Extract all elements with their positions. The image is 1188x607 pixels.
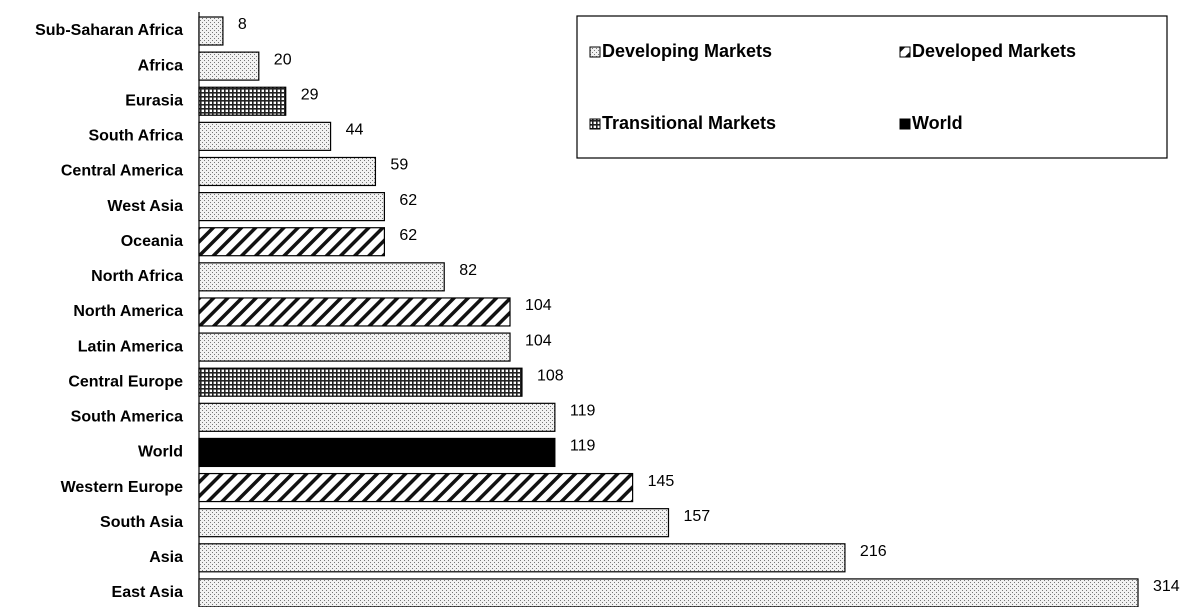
value-label: 145 bbox=[648, 473, 675, 490]
bar bbox=[198, 543, 846, 573]
value-label: 157 bbox=[684, 508, 711, 525]
legend-swatch bbox=[589, 46, 601, 58]
value-label: 119 bbox=[570, 438, 596, 455]
category-label: Latin America bbox=[78, 338, 183, 355]
category-label: West Asia bbox=[107, 198, 183, 215]
category-label: Africa bbox=[138, 57, 183, 74]
legend-swatch bbox=[899, 46, 911, 58]
category-label: South Asia bbox=[100, 514, 183, 531]
bar bbox=[198, 227, 386, 257]
bar bbox=[198, 51, 260, 81]
bar bbox=[198, 192, 386, 222]
value-label: 59 bbox=[390, 157, 408, 174]
legend-label: Developing Markets bbox=[602, 41, 772, 61]
bar bbox=[198, 402, 556, 432]
bar bbox=[198, 367, 523, 397]
value-label: 62 bbox=[399, 227, 417, 244]
bar bbox=[198, 156, 377, 187]
legend-swatch bbox=[899, 118, 911, 130]
category-label: Oceania bbox=[121, 233, 183, 250]
bar bbox=[198, 121, 332, 151]
value-label: 82 bbox=[459, 262, 477, 279]
value-label: 104 bbox=[525, 297, 552, 314]
bar bbox=[198, 508, 670, 538]
value-label: 20 bbox=[274, 51, 292, 68]
category-label: Sub-Saharan Africa bbox=[35, 22, 183, 39]
bar bbox=[198, 297, 511, 327]
value-label: 62 bbox=[399, 192, 417, 209]
legend-swatch bbox=[589, 118, 601, 130]
value-label: 44 bbox=[346, 122, 364, 139]
category-label: North America bbox=[73, 303, 183, 320]
bar bbox=[198, 262, 445, 292]
bar bbox=[198, 16, 224, 46]
value-label: 216 bbox=[860, 543, 887, 560]
legend-label: Transitional Markets bbox=[602, 113, 776, 133]
category-label: Eurasia bbox=[125, 92, 183, 109]
bar bbox=[198, 472, 634, 503]
category-label: World bbox=[138, 444, 183, 461]
category-label: North Africa bbox=[91, 268, 183, 285]
bar bbox=[198, 437, 556, 468]
value-label: 104 bbox=[525, 332, 552, 349]
category-label: Central Europe bbox=[68, 373, 183, 390]
value-label: 108 bbox=[537, 367, 564, 384]
category-label: Western Europe bbox=[61, 479, 184, 496]
category-label: East Asia bbox=[112, 584, 184, 601]
category-label: South America bbox=[71, 409, 183, 426]
legend-label: Developed Markets bbox=[912, 41, 1076, 61]
bar bbox=[198, 578, 1139, 607]
value-label: 8 bbox=[238, 16, 247, 33]
value-label: 314 bbox=[1153, 578, 1180, 595]
bar bbox=[198, 332, 511, 362]
legend-box bbox=[576, 15, 1168, 159]
value-label: 29 bbox=[301, 86, 319, 103]
category-label: Central America bbox=[61, 163, 183, 180]
value-label: 119 bbox=[570, 403, 596, 420]
legend-label: World bbox=[912, 113, 963, 133]
category-label: Asia bbox=[149, 549, 183, 566]
bar bbox=[198, 86, 287, 116]
category-label: South Africa bbox=[88, 128, 183, 145]
